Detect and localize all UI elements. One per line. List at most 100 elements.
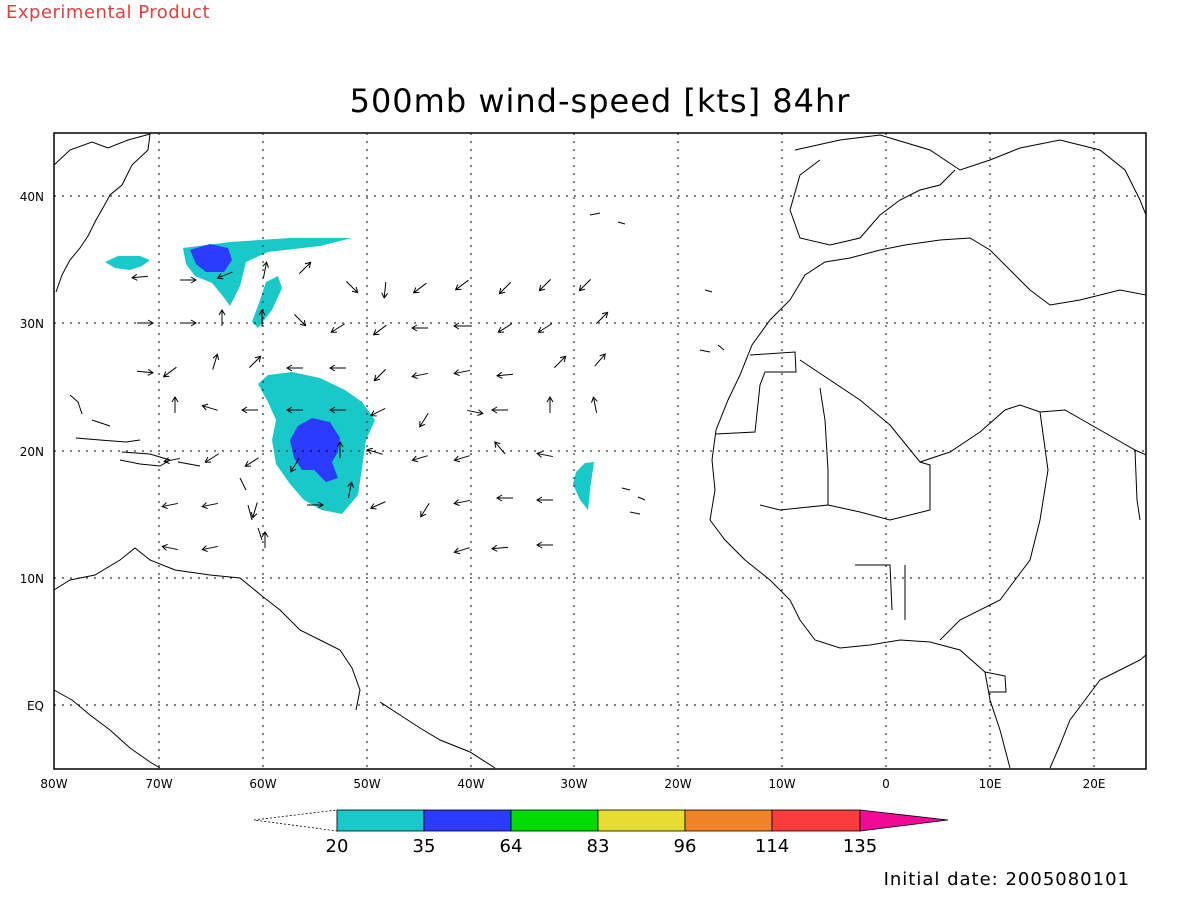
wind-arrow [347, 481, 355, 498]
wind-arrow [411, 455, 428, 463]
wind-arrow [330, 323, 346, 333]
wind-arrow [171, 396, 179, 413]
colorbar-swatch [684, 809, 773, 832]
wind-arrow [136, 368, 154, 376]
initial-date: Initial date: 2005080101 [883, 869, 1130, 890]
wind-arrow [201, 502, 218, 510]
wind-arrow [298, 261, 312, 275]
wind-arrow [494, 441, 506, 455]
wind-arrow [162, 366, 177, 378]
wind-arrow [293, 313, 307, 327]
wind-arrow [453, 499, 470, 507]
caribbean-islands [69, 394, 263, 541]
colorbar: 20 35 64 83 96 114 135 [253, 809, 949, 857]
colorbar-label: 20 [326, 836, 349, 857]
lon-tick: 80W [40, 777, 67, 791]
wind-arrow [216, 271, 233, 280]
wind-arrow [381, 281, 389, 299]
wind-arrow [467, 409, 484, 417]
lat-tick: 30N [20, 317, 44, 331]
lon-tick: 40W [457, 777, 484, 791]
wind-arrow [345, 280, 359, 294]
wind-arrow [497, 323, 513, 333]
wind-arrow [595, 311, 609, 325]
shade-35kt-main [290, 418, 340, 482]
colorbar-label: 64 [500, 836, 523, 857]
wind-arrow [258, 309, 266, 326]
colorbar-label: 83 [587, 836, 610, 857]
lat-axis: 40N 30N 20N 10N EQ [20, 190, 44, 713]
lon-tick: 70W [145, 777, 172, 791]
wind-arrow [536, 541, 553, 549]
lon-tick: 20W [664, 777, 691, 791]
wind-arrow [420, 502, 430, 518]
wind-arrow [218, 309, 226, 326]
wind-arrow [201, 545, 218, 553]
wind-arrow [244, 457, 260, 467]
map-title: 500mb wind-speed [kts] 84hr [349, 82, 851, 120]
lon-tick: 10W [768, 777, 795, 791]
wind-arrow [496, 494, 513, 502]
lon-tick: 0 [882, 777, 890, 791]
colorbar-label: 35 [413, 836, 436, 857]
wind-arrow [336, 441, 344, 458]
wind-arrow [372, 324, 387, 336]
north-america-coast [53, 133, 151, 293]
wind-arrow [329, 406, 346, 414]
lon-tick: 60W [249, 777, 276, 791]
wind-arrow [201, 403, 218, 411]
wind-arrow [553, 355, 567, 369]
lat-tick: 40N [20, 190, 44, 204]
wind-arrow [453, 322, 470, 330]
colorbar-swatch [510, 809, 599, 832]
wind-arrow [369, 501, 386, 510]
wind-arrow [546, 396, 554, 413]
wind-arrow [204, 453, 220, 463]
wind-arrow [491, 544, 509, 552]
wind-arrow [241, 406, 258, 414]
wind-arrow [411, 324, 428, 332]
wind-arrow [412, 282, 427, 294]
lon-tick: 50W [353, 777, 380, 791]
wind-arrow [131, 273, 149, 281]
africa-borders [715, 351, 1147, 693]
wind-shading [105, 238, 594, 514]
wind-arrow [180, 319, 197, 327]
lon-tick: 30W [560, 777, 587, 791]
wind-arrow [453, 547, 470, 555]
wind-arrow [536, 450, 553, 458]
wind-arrow [373, 368, 387, 382]
wind-arrow [538, 278, 552, 292]
lat-tick: EQ [27, 699, 44, 713]
wind-arrow [419, 412, 429, 428]
lon-tick: 10E [979, 777, 1002, 791]
wind-arrow [261, 531, 269, 548]
wind-arrow [212, 353, 220, 370]
colorbar-label: 114 [755, 836, 789, 857]
coastlines [53, 133, 1147, 769]
wind-arrow [594, 353, 606, 367]
wind-arrow [161, 543, 178, 551]
wind-arrow [290, 457, 300, 473]
wind-arrow [163, 457, 180, 465]
colorbar-label: 135 [843, 836, 877, 857]
colorbar-high-end [859, 809, 949, 832]
colorbar-swatch [423, 809, 512, 832]
wind-arrow [161, 502, 178, 510]
colorbar-swatch [771, 809, 861, 832]
colorbar-swatch [336, 809, 425, 832]
wind-arrow [250, 502, 258, 519]
experimental-product-label: Experimental Product [6, 2, 211, 23]
atlantic-islands [589, 212, 725, 515]
wind-arrow [248, 355, 262, 369]
wind-vectors [131, 261, 609, 555]
wind-arrow [453, 455, 470, 463]
wind-arrow [286, 364, 303, 372]
wind-arrow [329, 364, 346, 372]
shade-35kt-north [190, 244, 232, 272]
colorbar-label: 96 [674, 836, 697, 857]
wind-arrow [262, 261, 270, 278]
wind-arrow [137, 319, 154, 327]
wind-arrow [537, 323, 553, 333]
